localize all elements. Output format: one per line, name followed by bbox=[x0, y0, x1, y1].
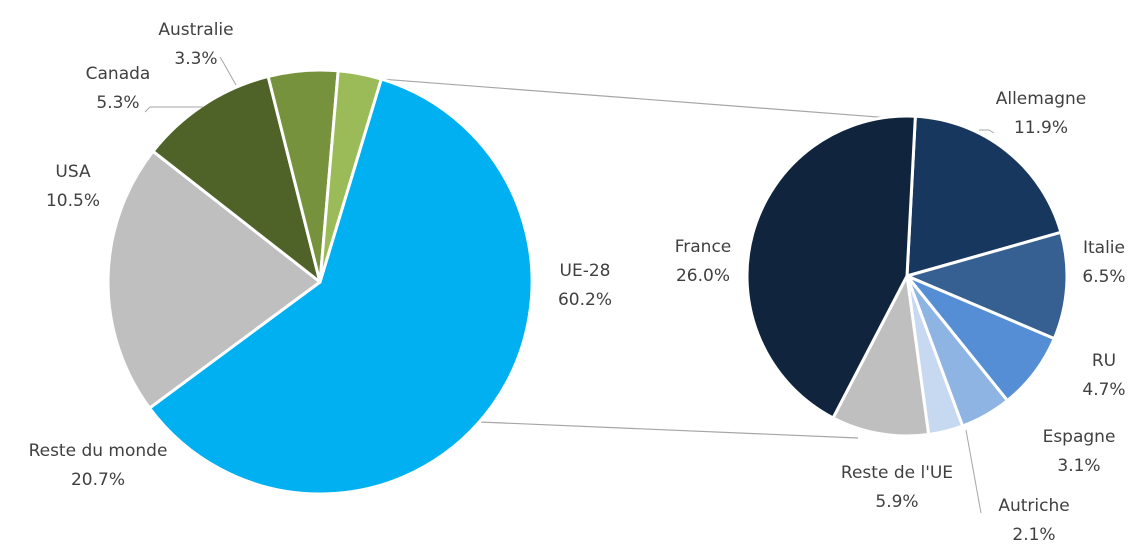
percent-value: 6.5% bbox=[1082, 267, 1125, 287]
data-label-ru: RU 4.7% bbox=[1082, 351, 1125, 400]
category-name: Italie bbox=[1083, 238, 1125, 258]
category-name: Allemagne bbox=[996, 89, 1087, 109]
percent-value: 5.3% bbox=[96, 93, 139, 113]
percent-value: 11.9% bbox=[1014, 118, 1068, 138]
slice-france bbox=[745, 114, 917, 420]
data-label-espagne: Espagne 3.1% bbox=[1043, 427, 1116, 476]
slice-usa bbox=[151, 74, 322, 284]
data-label-canada: Canada 5.3% bbox=[86, 64, 151, 113]
category-name: RU bbox=[1092, 351, 1116, 371]
data-label-autriche: Autriche 2.1% bbox=[998, 496, 1069, 545]
percent-value: 3.3% bbox=[174, 49, 217, 69]
slice-australie bbox=[318, 69, 383, 284]
category-name: Australie bbox=[158, 20, 233, 40]
leader-line-australie bbox=[219, 56, 237, 86]
main-pie bbox=[106, 68, 534, 496]
percent-value: 3.1% bbox=[1057, 456, 1100, 476]
slice-ue-28 bbox=[148, 77, 534, 496]
percent-value: 2.1% bbox=[1012, 525, 1055, 545]
connector-line-top bbox=[381, 78, 892, 119]
slice-allemagne bbox=[905, 114, 1063, 278]
category-name: Reste du monde bbox=[29, 441, 168, 461]
percent-value: 60.2% bbox=[558, 290, 612, 310]
leader-lines bbox=[144, 56, 995, 514]
leader-line-allemagne bbox=[979, 129, 995, 134]
leader-line-canada bbox=[144, 106, 203, 113]
percent-value: 26.0% bbox=[676, 266, 730, 286]
category-name: France bbox=[675, 237, 732, 257]
data-label-reste-du-monde: Reste du monde 20.7% bbox=[29, 441, 168, 490]
slice-reste-du-monde bbox=[106, 149, 322, 410]
percent-value: 10.5% bbox=[46, 191, 100, 211]
category-name: USA bbox=[55, 162, 91, 182]
data-label-france: France 26.0% bbox=[675, 237, 732, 286]
slice-reste-de-l-ue bbox=[831, 274, 931, 438]
data-label-australie: Australie 3.3% bbox=[158, 20, 233, 69]
percent-value: 20.7% bbox=[71, 470, 125, 490]
percent-value: 5.9% bbox=[875, 492, 918, 512]
category-name: Espagne bbox=[1043, 427, 1116, 447]
data-label-italie: Italie 6.5% bbox=[1082, 238, 1125, 287]
leader-line-autriche bbox=[965, 429, 982, 514]
data-labels: UE-28 60.2% Reste du monde 20.7% USA 10.5% Can… bbox=[29, 20, 1126, 545]
category-name: Reste de l'UE bbox=[841, 463, 953, 483]
category-name: UE-28 bbox=[560, 261, 611, 281]
data-label-reste-de-l-ue: Reste de l'UE 5.9% bbox=[841, 463, 953, 512]
data-label-allemagne: Allemagne 11.9% bbox=[996, 89, 1087, 138]
category-name: Canada bbox=[86, 64, 151, 84]
category-name: Autriche bbox=[998, 496, 1069, 516]
data-label-usa: USA 10.5% bbox=[46, 162, 100, 211]
secondary-pie bbox=[745, 114, 1069, 438]
data-label-ue-28: UE-28 60.2% bbox=[558, 261, 612, 310]
percent-value: 4.7% bbox=[1082, 380, 1125, 400]
slice-italie bbox=[905, 230, 1069, 341]
